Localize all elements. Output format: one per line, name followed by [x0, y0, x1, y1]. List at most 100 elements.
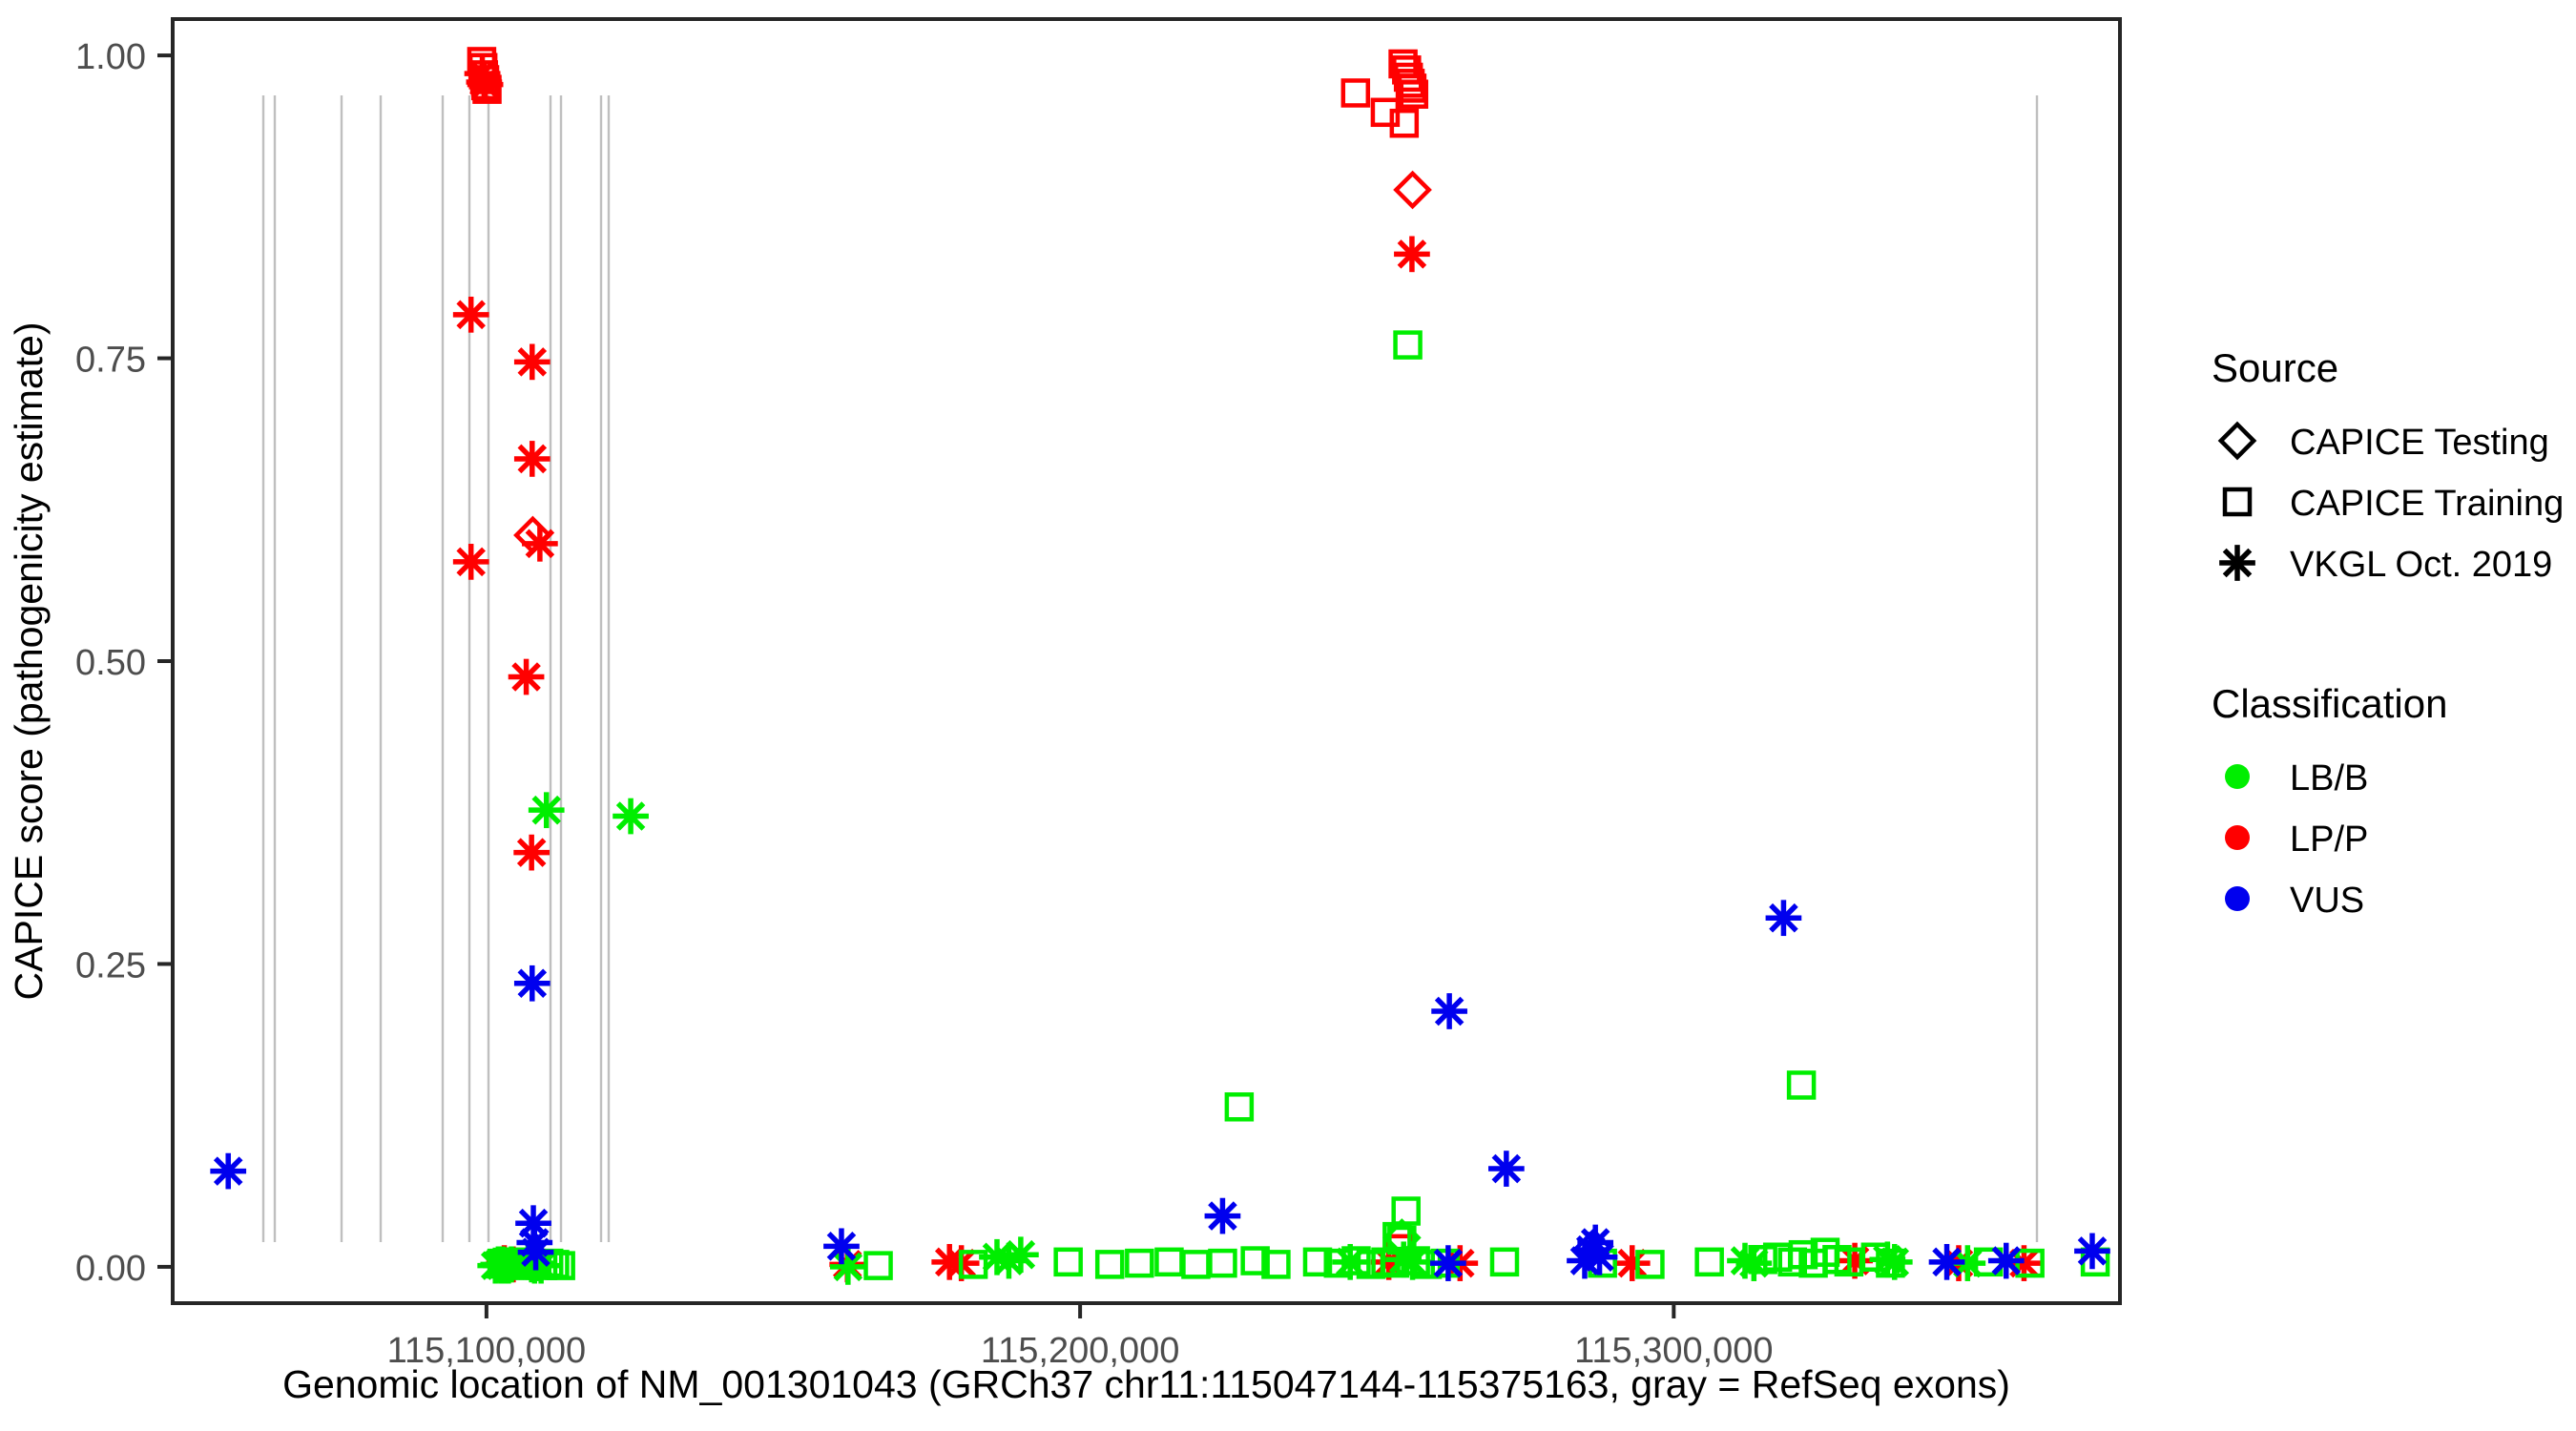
asterisk-spoke: [521, 1237, 551, 1267]
point-0-10: [1394, 236, 1430, 273]
asterisk-spoke: [2222, 548, 2253, 578]
point-0-3: [452, 296, 489, 333]
refseq-exon-gridlines: [261, 95, 2039, 1242]
point-4-19: [1094, 1250, 1125, 1279]
point-4-23: [1208, 1248, 1237, 1278]
classification-legend-title: Classification: [2212, 681, 2447, 726]
y-tick-label-1: 0.25: [75, 945, 146, 985]
point-4-1: [1224, 1092, 1255, 1122]
point-4-24: [1240, 1246, 1270, 1275]
classification-legend-item-lp-p[interactable]: LP/P: [2212, 815, 2555, 870]
point-1-13: [1340, 78, 1371, 108]
source-legend-item-capice-testing[interactable]: CAPICE Testing: [2212, 418, 2555, 473]
point-4-27: [1323, 1248, 1354, 1278]
legend-item-hitbox[interactable]: [2212, 754, 2555, 809]
point-0-7: [452, 544, 489, 580]
x-tick-label-1: 115,200,000: [981, 1331, 1180, 1371]
asterisk-spoke: [517, 347, 548, 377]
asterisk-spoke: [516, 838, 547, 867]
asterisk-spoke: [517, 968, 548, 999]
y-tick-label-0: 0.00: [75, 1249, 146, 1289]
legend-label-capice-testing: CAPICE Testing: [2290, 423, 2549, 463]
point-0-4: [513, 343, 551, 381]
point-4-26: [1302, 1247, 1333, 1277]
legend-glyph-circle-icon: [2225, 764, 2250, 789]
point-4-42: [1788, 1239, 1818, 1270]
asterisk-spoke: [511, 662, 541, 692]
point-5-0: [1382, 1218, 1422, 1257]
point-2-1: [1393, 170, 1432, 210]
point-6-15: [1928, 1243, 1965, 1280]
asterisk-spoke: [615, 801, 646, 831]
point-1-11: [1399, 79, 1429, 109]
point-4-15: [546, 1251, 575, 1280]
point-4-47: [1860, 1242, 1891, 1272]
source-legend-title: Source: [2212, 345, 2338, 390]
point-4-20: [1125, 1248, 1154, 1278]
asterisk-spoke: [833, 1252, 863, 1282]
point-0-8: [508, 658, 545, 695]
asterisk-spoke: [456, 547, 486, 577]
asterisk-spoke: [982, 1242, 1012, 1273]
legend-glyph-circle-icon: [2225, 886, 2250, 911]
point-6-4: [517, 1234, 554, 1271]
x-axis-title: Genomic location of NM_001301043 (GRCh37…: [282, 1362, 2010, 1406]
asterisk-spoke: [826, 1232, 857, 1261]
legend-glyph-square-icon: [2222, 487, 2253, 517]
asterisk-spoke: [1580, 1228, 1610, 1257]
point-2-0: [513, 515, 552, 555]
x-tick-label-2: 115,300,000: [1574, 1331, 1774, 1371]
point-3-1: [613, 798, 649, 835]
series-lp-p-capice-testing: [513, 170, 1432, 555]
point-4-48: [1876, 1248, 1905, 1278]
legend-label-capice-training: CAPICE Training: [2290, 484, 2564, 524]
y-tick-label-3: 0.75: [75, 341, 146, 381]
point-6-14: [1765, 900, 1802, 937]
asterisk-spoke: [213, 1156, 243, 1186]
point-1-14: [1370, 97, 1401, 128]
point-6-6: [1204, 1197, 1241, 1234]
classification-legend-item-vus[interactable]: VUS: [2212, 876, 2555, 931]
point-1-5: [472, 74, 502, 104]
asterisk-spoke: [456, 300, 486, 330]
point-3-17: [1003, 1236, 1039, 1274]
data-points-layer: [210, 47, 2110, 1285]
point-6-17: [2074, 1233, 2110, 1270]
point-0-9: [513, 834, 551, 871]
legend-area: Source CAPICE Testing CAPICE Training VKGL …: [2212, 345, 2564, 931]
point-4-37: [1635, 1250, 1665, 1279]
source-legend-item-capice-training[interactable]: CAPICE Training: [2212, 479, 2564, 534]
asterisk-spoke: [1991, 1246, 2022, 1275]
legend-item-hitbox[interactable]: [2212, 876, 2555, 931]
point-6-9: [1430, 1245, 1466, 1281]
legend-glyph-asterisk-icon: [2219, 545, 2255, 581]
asterisk-spoke: [2077, 1236, 2108, 1266]
legend-label-lp-p: LP/P: [2290, 819, 2368, 860]
series-lb-b-capice-training: [487, 330, 2110, 1280]
asterisk-spoke: [1434, 996, 1465, 1027]
point-4-18: [1053, 1247, 1083, 1277]
point-4-31: [1380, 1248, 1410, 1278]
point-4-35: [1489, 1247, 1520, 1277]
point-6-0: [210, 1152, 247, 1190]
point-4-2: [1786, 1070, 1817, 1100]
point-6-16: [1987, 1242, 2025, 1279]
series-lp-p-capice-training: [467, 47, 1429, 1264]
source-legend-item-vkgl-oct-2019[interactable]: VKGL Oct. 2019: [2212, 540, 2555, 595]
point-6-8: [1488, 1151, 1525, 1187]
legend-item-hitbox[interactable]: [2212, 815, 2555, 870]
classification-legend-item-lb-b[interactable]: LB/B: [2212, 754, 2555, 809]
asterisk-spoke: [1397, 239, 1427, 269]
point-4-28: [1341, 1246, 1371, 1275]
y-axis-title: CAPICE score (pathogenicity estimate): [7, 322, 51, 1001]
x-tick-label-0: 115,100,000: [387, 1331, 587, 1371]
point-3-0: [528, 792, 565, 829]
series-lb-b-capice-testing: [1382, 1218, 1422, 1257]
asterisk-spoke: [1006, 1239, 1036, 1270]
x-axis: 115,100,000 115,200,000 115,300,000: [387, 1303, 1774, 1371]
point-4-39: [1748, 1245, 1777, 1275]
point-0-5: [513, 441, 551, 477]
point-4-0: [1393, 330, 1423, 360]
y-tick-label-2: 0.50: [75, 643, 146, 683]
